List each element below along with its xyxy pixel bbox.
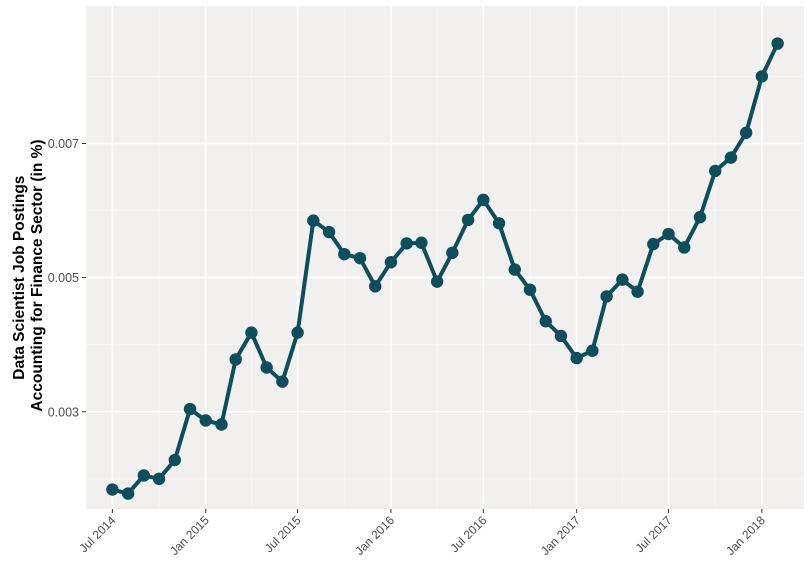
data-point <box>322 225 336 239</box>
plot-panel <box>86 6 804 509</box>
x-tick-label: Jul 2014 <box>77 513 119 555</box>
data-point <box>616 273 629 286</box>
data-point <box>600 290 613 303</box>
y-axis: 0.003 0.005 0.007 <box>48 137 86 419</box>
y-axis-title-line-2: Accounting for Finance Sector (in %) <box>29 139 46 411</box>
data-point <box>291 326 304 339</box>
series-layer <box>106 37 784 500</box>
data-point <box>106 483 119 496</box>
data-point <box>430 275 444 288</box>
y-tick-label: 0.005 <box>48 271 79 285</box>
data-point <box>678 241 691 254</box>
data-point <box>384 255 398 269</box>
data-point <box>739 126 753 139</box>
data-point <box>631 285 644 298</box>
data-point <box>369 280 382 293</box>
data-point <box>693 211 707 224</box>
data-point <box>152 472 166 486</box>
data-point <box>168 453 181 467</box>
data-point <box>523 283 537 296</box>
x-tick-label: Jul 2017 <box>633 513 675 555</box>
data-point <box>647 237 660 251</box>
data-point <box>183 402 197 416</box>
x-tick-label: Jan 2017 <box>538 513 583 558</box>
data-point <box>755 70 769 83</box>
data-point <box>415 236 428 249</box>
data-point <box>245 326 258 339</box>
data-point <box>570 351 583 365</box>
data-point <box>508 263 521 276</box>
data-point <box>307 214 320 227</box>
data-point <box>400 237 413 250</box>
data-point <box>554 329 568 343</box>
x-tick-label: Jan 2016 <box>352 513 397 558</box>
data-point <box>771 37 784 50</box>
data-point <box>353 251 367 265</box>
data-point <box>137 469 151 482</box>
x-axis: Jul 2014 Jan 2015 Jul 2015 Jan 2016 Jul 2016… <box>77 509 768 558</box>
data-point <box>276 375 289 388</box>
y-axis-title: Data Scientist Job Postings Accounting f… <box>11 139 46 411</box>
data-point <box>724 151 738 164</box>
data-point <box>586 344 599 357</box>
y-axis-title-line-1: Data Scientist Job Postings <box>11 176 28 380</box>
data-point <box>662 227 675 241</box>
data-point <box>539 315 552 328</box>
x-tick-label: Jan 2018 <box>723 513 768 558</box>
data-point <box>477 193 490 207</box>
y-tick-label: 0.003 <box>48 405 79 419</box>
data-point <box>121 487 135 500</box>
data-point <box>492 217 506 230</box>
data-point <box>446 246 459 260</box>
x-tick-label: Jan 2015 <box>167 513 212 558</box>
data-point <box>260 361 273 374</box>
data-point <box>338 247 351 261</box>
y-tick-label: 0.007 <box>48 137 79 151</box>
data-point <box>709 164 722 178</box>
data-point <box>199 414 212 427</box>
x-tick-label: Jul 2015 <box>262 513 304 555</box>
data-point <box>215 418 228 431</box>
data-point <box>229 353 242 366</box>
x-tick-label: Jul 2016 <box>447 513 489 555</box>
data-point <box>461 213 475 227</box>
